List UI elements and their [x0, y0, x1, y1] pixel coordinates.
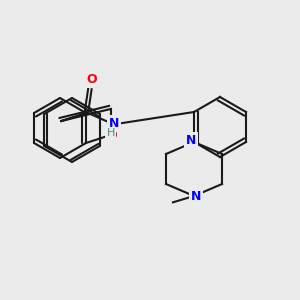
Text: N: N [186, 134, 196, 146]
Text: N: N [109, 117, 119, 130]
Text: O: O [86, 73, 97, 86]
Text: H: H [106, 128, 115, 138]
Text: N: N [191, 190, 201, 202]
Text: O: O [106, 130, 117, 142]
